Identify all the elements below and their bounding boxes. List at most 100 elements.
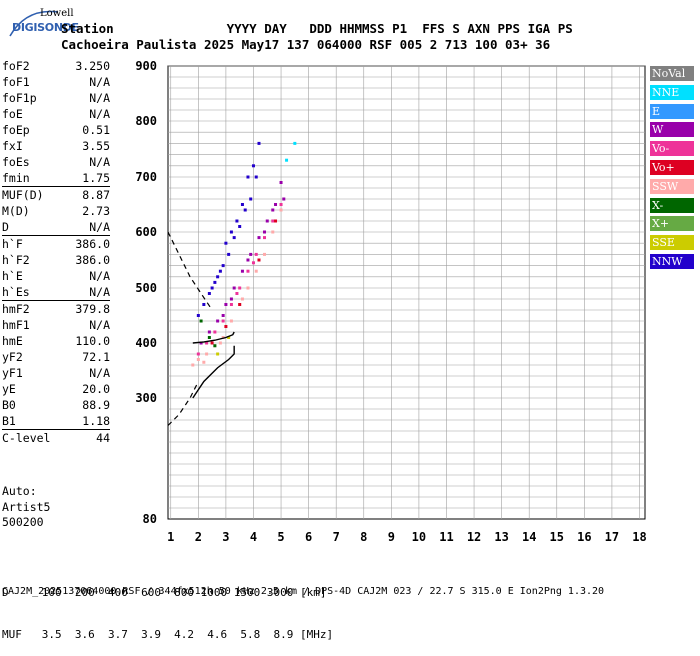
auto-scaling-info: Auto: Artist5 500200 [2,484,50,531]
auto-line: Auto: [2,484,37,498]
data-point [240,269,244,273]
param-value: 110.0 [75,334,110,348]
param-row: hmF2 379.8 [2,301,110,317]
x-tick-label: 3 [222,530,229,544]
param-label: hmF2 [2,302,30,316]
param-label: fmin [2,171,30,185]
param-value: 44 [96,431,110,445]
param-row: yE 20.0 [2,381,110,397]
legend-entry: NNW [650,253,694,269]
param-value: 386.0 [75,253,110,267]
data-point [285,158,289,162]
data-point [274,203,278,206]
y-tick-label: 500 [135,281,157,295]
x-tick-label: 12 [467,530,481,544]
param-label: h`F2 [2,253,30,267]
param-row: B0 88.9 [2,397,110,413]
x-tick-label: 4 [250,530,257,544]
data-point [191,363,195,367]
data-point [229,297,233,301]
data-point [202,360,206,364]
param-row: foE N/A [2,106,110,122]
data-point [265,219,269,223]
legend-entry: NoVal [650,66,694,81]
param-label: C-level [2,431,51,445]
param-label: foEp [2,123,30,137]
legend-entry: Vo- [650,141,694,157]
legend-entry: Vo+ [650,159,694,175]
data-point [271,230,275,234]
param-value: 20.0 [82,382,110,396]
data-point [205,352,209,356]
y-tick-label: 400 [135,336,157,350]
data-point [254,175,258,179]
lowell-digisonde-logo: Lowell DIGISONDE [4,4,88,38]
param-label: MUF(D) [2,188,44,202]
param-row: M(D) 2.73 [2,203,110,219]
param-label: foF1 [2,75,30,89]
param-row: foEs N/A [2,154,110,170]
data-point [221,314,225,317]
param-label: foE [2,107,23,121]
data-point [205,341,209,345]
x-tick-label: 14 [522,530,536,544]
file-info-footer: CAJ2M_2025137064000.RSF / 344fx512h 50 k… [2,586,605,597]
param-row: yF1 N/A [2,365,110,381]
data-point [213,344,217,348]
data-point [224,303,228,306]
data-point [218,269,222,273]
data-point [207,330,211,334]
data-point [221,319,225,323]
param-row: h`F 386.0 [2,236,110,252]
param-value: 386.0 [75,237,110,251]
x-tick-label: 8 [360,530,367,544]
x-tick-label: 7 [333,530,340,544]
logo-arc-icon [9,10,59,37]
param-value: N/A [89,91,110,105]
param-label: h`Es [2,285,30,299]
plot-frame [167,65,646,520]
distance-row: D 100 200 400 600 800 1000 1500 3000 [km… [2,586,327,599]
x-tick-label: 6 [305,530,312,544]
param-value: 1.18 [82,414,110,428]
x-tick-label: 1 [167,530,174,544]
param-row: hmE 110.0 [2,333,110,349]
data-point [232,286,236,290]
param-label: yF1 [2,366,23,380]
data-point [238,225,242,228]
param-value: N/A [89,285,110,299]
data-point [243,208,247,212]
param-value: 379.8 [75,302,110,316]
parameter-table: foF2 3.250 foF1 N/A foF1p N/A foE N/A foEp 0.51 fx… [2,58,110,446]
x-tick-label: 11 [439,530,453,544]
auto-line: Artist5 [2,499,51,514]
profile-curve [192,345,235,399]
param-row: fmin 1.75 [2,170,110,186]
data-point [210,286,214,290]
y-tick-label: 800 [135,114,157,128]
param-label: B0 [2,398,16,412]
param-row: MUF(D) 8.87 [2,187,110,203]
param-value: N/A [89,75,110,89]
header-row-1: Station YYYY DAY DDD HHMMSS P1 FFS S AXN… [61,21,573,36]
x-tick-label: 9 [388,530,395,544]
data-point [254,269,258,273]
data-point [254,252,258,256]
data-point [232,236,236,240]
data-point [238,286,242,290]
param-value: 3.55 [82,139,110,153]
param-row: foEp 0.51 [2,122,110,138]
data-point [207,336,211,339]
data-point [249,252,253,256]
x-tick-label: 5 [277,530,284,544]
param-label: yE [2,382,16,396]
param-value: N/A [89,318,110,332]
param-value: 2.73 [82,204,110,218]
param-value: 8.87 [82,188,110,202]
y-tick-label: 700 [135,170,157,184]
data-point [196,314,200,317]
data-point [202,303,206,306]
data-point [196,352,200,356]
data-point [213,330,217,334]
data-point [257,141,261,145]
